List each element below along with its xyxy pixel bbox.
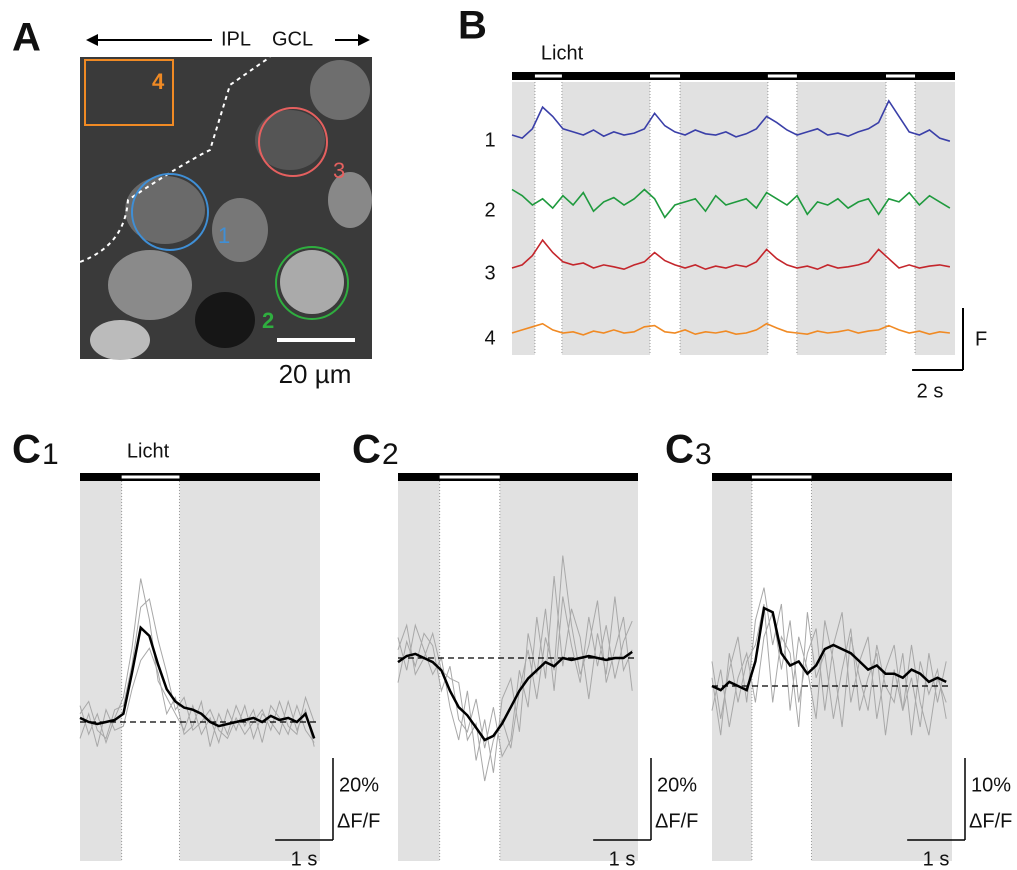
panel-b: 1 2 3 4 F 2 s xyxy=(484,72,987,402)
region-label: GCL xyxy=(272,28,313,50)
light-on xyxy=(767,74,797,78)
trace xyxy=(511,238,951,271)
light-period xyxy=(649,82,681,355)
stimulus-bar xyxy=(712,473,952,481)
trace-label: 3 xyxy=(484,262,495,284)
scale-label: 20 µm xyxy=(279,359,352,389)
mean-trace xyxy=(711,606,947,692)
stimulus-label: Licht xyxy=(127,440,170,462)
mean-trace xyxy=(79,625,316,739)
trace-label: 1 xyxy=(484,129,495,151)
trial-trace xyxy=(711,603,947,736)
panel-label: C xyxy=(352,428,381,472)
trace xyxy=(511,188,951,219)
stimulus-label: Licht xyxy=(541,42,584,64)
dark-period xyxy=(512,82,955,355)
arrow-head xyxy=(86,34,98,46)
scale-label: 20% xyxy=(339,774,379,796)
panel-index: 3 xyxy=(695,438,712,471)
scale-label: 1 s xyxy=(291,848,318,870)
trial-trace xyxy=(79,598,315,740)
panel-index: 1 xyxy=(42,438,59,471)
panel-label: C xyxy=(12,428,41,472)
scale-label: 1 s xyxy=(609,848,636,870)
light-on xyxy=(439,475,500,479)
light-on xyxy=(121,475,180,479)
region-label: IPL xyxy=(221,28,251,50)
stimulus-bar xyxy=(512,72,955,80)
scale-unit: ΔF/F xyxy=(969,810,1012,832)
trial-trace xyxy=(79,647,315,747)
stimulus-bar xyxy=(398,473,638,481)
trace xyxy=(511,322,950,336)
scale-label: 20% xyxy=(657,774,697,796)
light-on xyxy=(886,74,916,78)
scale-label: 1 s xyxy=(923,848,950,870)
arrow-head xyxy=(358,34,370,46)
dark-period xyxy=(80,481,320,861)
scale-label: 2 s xyxy=(917,380,944,402)
light-on xyxy=(751,475,812,479)
mean-trace xyxy=(397,650,633,742)
light-period xyxy=(886,82,916,355)
panel-label: C xyxy=(665,428,694,472)
scale-unit: ΔF/F xyxy=(655,810,698,832)
roi-label: 2 xyxy=(262,308,274,333)
stimulus-bar xyxy=(80,473,320,481)
scale-label: F xyxy=(975,328,987,350)
scale-unit: ΔF/F xyxy=(337,810,380,832)
light-on xyxy=(649,74,681,78)
light-on xyxy=(534,74,562,78)
trial-trace xyxy=(397,575,633,758)
panel-index: 2 xyxy=(382,438,399,471)
light-period xyxy=(534,82,562,355)
trial-trace xyxy=(397,555,633,782)
roi-label: 3 xyxy=(333,158,345,183)
roi-label: 1 xyxy=(218,223,230,248)
panel-label: B xyxy=(458,4,487,48)
trace-label: 2 xyxy=(484,199,495,221)
light-period xyxy=(439,481,500,861)
roi-label: 4 xyxy=(152,69,165,94)
light-period xyxy=(751,481,812,861)
trace xyxy=(511,99,951,142)
light-period xyxy=(767,82,797,355)
panel-label: A xyxy=(12,16,41,60)
trace-label: 4 xyxy=(484,327,495,349)
micrograph xyxy=(79,56,372,360)
scale-label: 10% xyxy=(971,774,1011,796)
